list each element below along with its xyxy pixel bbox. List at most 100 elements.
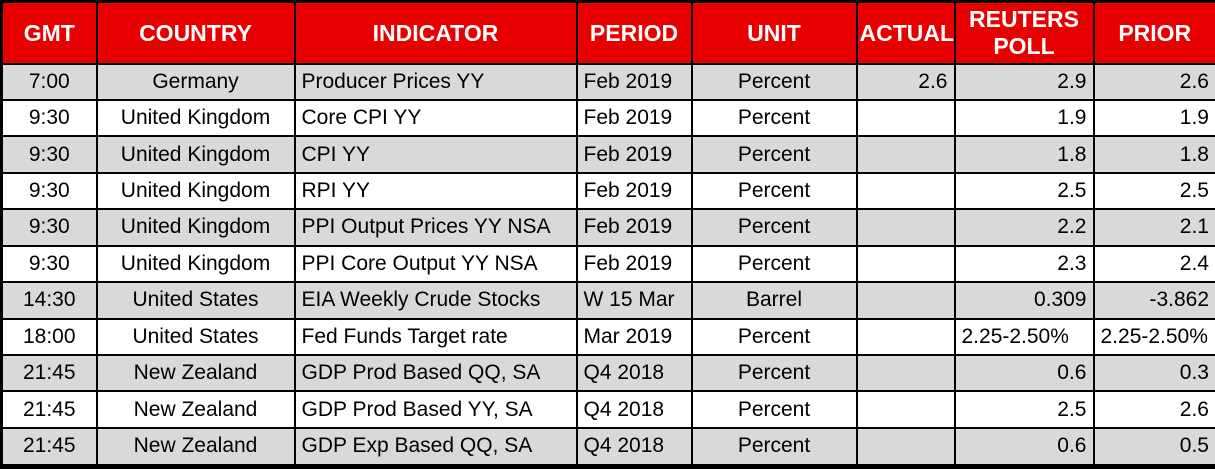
col-header-reuters-poll: REUTERS POLL	[953, 0, 1095, 65]
cell-gmt: 14:30	[0, 281, 98, 320]
cell-indicator: Producer Prices YY	[293, 62, 578, 101]
table-row: 9:30 United Kingdom RPI YY Feb 2019 Percent 2…	[0, 171, 1215, 211]
cell-period: Feb 2019	[575, 171, 693, 211]
cell-unit: Percent	[690, 135, 858, 174]
cell-gmt: 7:00	[0, 62, 98, 101]
col-header-period: PERIOD	[575, 0, 693, 65]
cell-prior: 2.4	[1092, 244, 1215, 284]
cell-poll: 2.25-2.50%	[953, 317, 1095, 357]
cell-period: W 15 Mar	[575, 281, 693, 320]
cell-actual	[855, 208, 956, 247]
cell-actual	[855, 353, 956, 393]
cell-indicator: PPI Output Prices YY NSA	[293, 208, 578, 247]
cell-actual: 2.6	[855, 62, 956, 101]
col-header-gmt: GMT	[0, 0, 98, 65]
cell-indicator: RPI YY	[293, 171, 578, 211]
cell-actual	[855, 317, 956, 357]
cell-unit: Percent	[690, 353, 858, 393]
cell-country: United States	[95, 317, 296, 357]
cell-period: Feb 2019	[575, 208, 693, 247]
cell-unit: Percent	[690, 62, 858, 101]
cell-period: Feb 2019	[575, 62, 693, 101]
cell-indicator: Fed Funds Target rate	[293, 317, 578, 357]
col-header-prior: PRIOR	[1092, 0, 1215, 65]
cell-actual	[855, 390, 956, 429]
cell-prior: 0.3	[1092, 353, 1215, 393]
table-row: 21:45 New Zealand GDP Exp Based QQ, SA Q4 2…	[0, 426, 1215, 468]
cell-indicator: CPI YY	[293, 135, 578, 174]
cell-prior: 1.8	[1092, 135, 1215, 174]
table-row: 14:30 United States EIA Weekly Crude Stock…	[0, 281, 1215, 320]
cell-prior: 2.6	[1092, 62, 1215, 101]
cell-unit: Percent	[690, 390, 858, 429]
cell-unit: Barrel	[690, 281, 858, 320]
col-header-actual: ACTUAL	[855, 0, 956, 65]
cell-country: United Kingdom	[95, 208, 296, 247]
cell-actual	[855, 244, 956, 284]
cell-actual	[855, 171, 956, 211]
cell-indicator: GDP Prod Based QQ, SA	[293, 353, 578, 393]
cell-poll: 1.9	[953, 98, 1095, 138]
cell-period: Q4 2018	[575, 426, 693, 468]
cell-poll: 2.2	[953, 208, 1095, 247]
cell-poll: 0.6	[953, 426, 1095, 468]
cell-country: New Zealand	[95, 390, 296, 429]
cell-country: United Kingdom	[95, 98, 296, 138]
cell-poll: 2.3	[953, 244, 1095, 284]
cell-prior: 2.1	[1092, 208, 1215, 247]
cell-unit: Percent	[690, 171, 858, 211]
cell-unit: Percent	[690, 244, 858, 284]
cell-country: United States	[95, 281, 296, 320]
cell-poll: 0.309	[953, 281, 1095, 320]
cell-actual	[855, 426, 956, 468]
cell-country: Germany	[95, 62, 296, 101]
cell-poll: 2.5	[953, 171, 1095, 211]
cell-prior: 2.5	[1092, 171, 1215, 211]
col-header-indicator: INDICATOR	[293, 0, 578, 65]
cell-actual	[855, 98, 956, 138]
cell-prior: 2.6	[1092, 390, 1215, 429]
cell-unit: Percent	[690, 426, 858, 468]
cell-gmt: 18:00	[0, 317, 98, 357]
cell-country: United Kingdom	[95, 171, 296, 211]
cell-prior: 2.25-2.50%	[1092, 317, 1215, 357]
cell-actual	[855, 135, 956, 174]
cell-prior: 0.5	[1092, 426, 1215, 468]
cell-indicator: Core CPI YY	[293, 98, 578, 138]
cell-indicator: GDP Exp Based QQ, SA	[293, 426, 578, 468]
cell-gmt: 21:45	[0, 353, 98, 393]
cell-unit: Percent	[690, 317, 858, 357]
table-row: 9:30 United Kingdom CPI YY Feb 2019 Percent 1…	[0, 135, 1215, 174]
cell-indicator: EIA Weekly Crude Stocks	[293, 281, 578, 320]
cell-gmt: 21:45	[0, 390, 98, 429]
cell-poll: 2.9	[953, 62, 1095, 101]
cell-period: Q4 2018	[575, 353, 693, 393]
cell-actual	[855, 281, 956, 320]
header-row: GMT COUNTRY INDICATOR PERIOD UNIT ACTUAL…	[0, 0, 1215, 65]
cell-period: Feb 2019	[575, 135, 693, 174]
cell-poll: 2.5	[953, 390, 1095, 429]
cell-period: Q4 2018	[575, 390, 693, 429]
col-header-country: COUNTRY	[95, 0, 296, 65]
cell-poll: 0.6	[953, 353, 1095, 393]
cell-gmt: 9:30	[0, 244, 98, 284]
cell-period: Feb 2019	[575, 244, 693, 284]
cell-period: Mar 2019	[575, 317, 693, 357]
table-row: 21:45 New Zealand GDP Prod Based YY, SA Q4 …	[0, 390, 1215, 429]
table-body: 7:00 Germany Producer Prices YY Feb 2019 Per…	[0, 62, 1215, 468]
table-row: 9:30 United Kingdom PPI Output Prices YY N…	[0, 208, 1215, 247]
cell-country: United Kingdom	[95, 244, 296, 284]
cell-gmt: 21:45	[0, 426, 98, 468]
cell-gmt: 9:30	[0, 171, 98, 211]
cell-prior: 1.9	[1092, 98, 1215, 138]
table-row: 9:30 United Kingdom Core CPI YY Feb 2019 Per…	[0, 98, 1215, 138]
table-row: 7:00 Germany Producer Prices YY Feb 2019 Per…	[0, 62, 1215, 101]
cell-indicator: GDP Prod Based YY, SA	[293, 390, 578, 429]
cell-period: Feb 2019	[575, 98, 693, 138]
cell-gmt: 9:30	[0, 135, 98, 174]
table-row: 21:45 New Zealand GDP Prod Based QQ, SA Q4 …	[0, 353, 1215, 393]
cell-unit: Percent	[690, 208, 858, 247]
table-row: 9:30 United Kingdom PPI Core Output YY NSA…	[0, 244, 1215, 284]
cell-indicator: PPI Core Output YY NSA	[293, 244, 578, 284]
